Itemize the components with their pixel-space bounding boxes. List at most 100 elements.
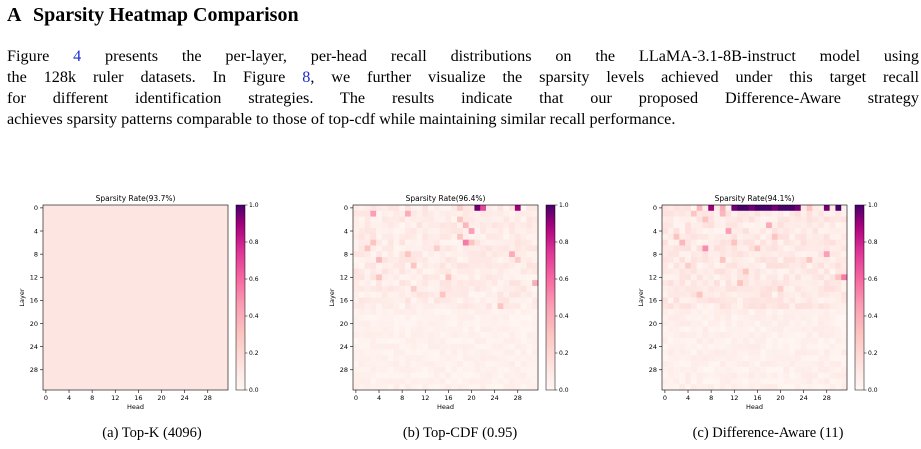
heatmap-cell: [60, 343, 67, 350]
heatmap-cell: [439, 239, 446, 246]
heatmap-cell: [106, 210, 113, 217]
figure-ref-link[interactable]: 8: [302, 68, 311, 86]
heatmap-cell: [381, 303, 388, 310]
chart-title: Sparsity Rate(94.1%): [715, 194, 795, 203]
heatmap-cell: [43, 303, 50, 310]
heatmap-cell: [714, 228, 721, 235]
heatmap-cell: [503, 285, 510, 293]
heatmap-cell: [725, 222, 732, 229]
heatmap-cell: [777, 280, 784, 287]
heatmap-cell: [771, 274, 778, 281]
heatmap-cell: [48, 216, 55, 223]
heatmap-cell: [829, 297, 836, 304]
heatmap-cell: [54, 228, 61, 235]
heatmap-cell: [77, 303, 84, 310]
y-tick-label: 12: [340, 274, 348, 282]
heatmap-cell: [43, 332, 50, 339]
heatmap-cell: [164, 291, 171, 298]
heatmap-cell: [754, 355, 761, 362]
heatmap-cell: [708, 320, 715, 327]
heatmap-cell: [491, 239, 498, 246]
heatmap-cell: [210, 233, 217, 240]
heatmap-cell: [445, 268, 452, 275]
heatmap-cell: [673, 280, 680, 287]
heatmap-cell: [829, 233, 836, 240]
heatmap-cell: [719, 285, 726, 293]
heatmap-cell: [364, 320, 371, 327]
heatmap-cell: [771, 245, 778, 252]
heatmap-cell: [204, 285, 211, 293]
heatmap-cell: [760, 326, 767, 333]
heatmap-cell: [123, 349, 131, 356]
figure-ref-link[interactable]: 4: [73, 47, 82, 65]
heatmap-cell: [783, 291, 790, 298]
heatmap-cell: [731, 285, 738, 293]
heatmap-cell: [835, 239, 842, 246]
heatmap-cell: [673, 355, 680, 362]
heatmap-cell: [835, 268, 842, 275]
heatmap-cell: [370, 303, 377, 310]
heatmap-cell: [748, 233, 755, 240]
heatmap-cell: [118, 314, 125, 321]
heatmap-cell: [387, 251, 394, 258]
heatmap-cell: [679, 205, 686, 212]
heatmap-cell: [445, 384, 452, 391]
colorbar-tick-label: 0.8: [868, 239, 878, 246]
heatmap-cell: [210, 326, 217, 333]
heatmap-cell: [100, 210, 107, 217]
heatmap-cell: [737, 309, 744, 316]
heatmap-cell: [835, 291, 842, 298]
heatmap-cell: [370, 233, 377, 240]
heatmap-cell: [71, 233, 78, 240]
heatmap-cell: [141, 355, 148, 362]
heatmap-cell: [760, 337, 767, 345]
heatmap-cell: [731, 205, 738, 212]
heatmap-cell: [445, 210, 452, 217]
heatmap-cell: [748, 384, 755, 391]
heatmap-cell: [164, 314, 171, 321]
heatmap-cell: [445, 222, 452, 229]
heatmap-cell: [95, 326, 102, 333]
heatmap-cell: [474, 309, 481, 316]
heatmap-cell: [158, 257, 165, 264]
heatmap-cell: [794, 297, 802, 304]
heatmap-cell: [95, 245, 102, 252]
heatmap-cell: [181, 228, 188, 235]
heatmap-cell: [433, 216, 441, 223]
heatmap-cell: [210, 251, 217, 258]
heatmap-cell: [170, 268, 177, 275]
heatmap-cell: [193, 262, 200, 269]
heatmap-cell: [147, 251, 154, 258]
heatmap-cell: [95, 291, 102, 298]
heatmap-cell: [829, 326, 836, 333]
heatmap-cell: [696, 251, 703, 258]
heatmap-cell: [71, 337, 78, 345]
heatmap-cell: [222, 372, 229, 379]
heatmap-cell: [152, 280, 159, 287]
heatmap-cell: [777, 297, 784, 304]
heatmap-cell: [702, 285, 709, 293]
heatmap-cell: [673, 343, 680, 350]
heatmap-cell: [679, 233, 686, 240]
heatmap-cell: [468, 216, 475, 223]
colorbar-tick-label: 0.0: [868, 387, 878, 394]
heatmap-cell: [737, 239, 744, 246]
heatmap-cell: [106, 378, 113, 385]
heatmap-cell: [422, 349, 429, 356]
heatmap-cell: [462, 257, 469, 264]
heatmap-cell: [509, 361, 516, 368]
heatmap-cell: [841, 291, 848, 298]
heatmap-cell: [210, 274, 217, 281]
heatmap-cell: [794, 314, 802, 321]
heatmap-cell: [210, 297, 217, 304]
heatmap-cell: [503, 291, 510, 298]
heatmap-cell: [445, 343, 452, 350]
heatmap-cell: [181, 222, 188, 229]
heatmap-cell: [405, 355, 412, 362]
heatmap-cell: [181, 320, 188, 327]
heatmap-cell: [433, 291, 441, 298]
heatmap-cell: [662, 297, 669, 304]
heatmap-cell: [158, 303, 165, 310]
heatmap-cell: [381, 233, 388, 240]
heatmap-cell: [789, 222, 796, 229]
